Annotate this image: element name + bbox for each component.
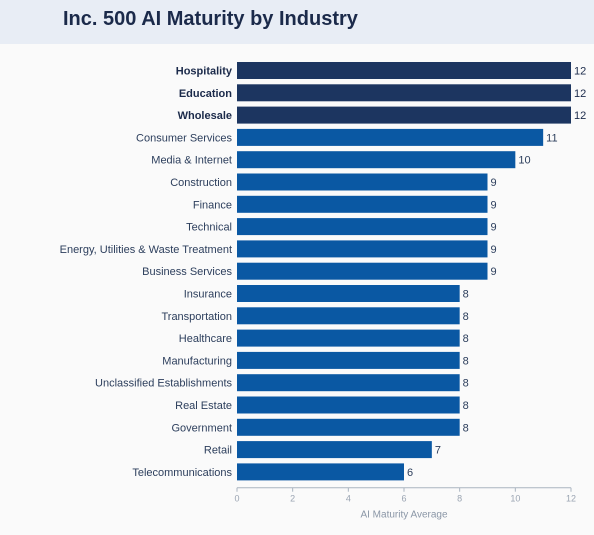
value-label-manufacturing: 8: [463, 355, 469, 367]
category-label-technical: Technical: [186, 222, 232, 234]
value-label-unclassified-establishments: 8: [463, 378, 469, 390]
x-tick-label-0: 0: [234, 494, 239, 504]
value-label-media-internet: 10: [518, 155, 530, 167]
value-label-finance: 9: [491, 199, 497, 211]
value-label-wholesale: 12: [574, 110, 586, 122]
x-tick-label-10: 10: [510, 494, 520, 504]
value-label-technical: 9: [491, 222, 497, 234]
value-label-education: 12: [574, 88, 586, 100]
x-tick-label-6: 6: [401, 494, 406, 504]
bar-energy-utilities-waste-treatment: [237, 240, 488, 258]
value-label-retail: 7: [435, 445, 441, 457]
value-label-insurance: 8: [463, 289, 469, 301]
value-label-hospitality: 12: [574, 66, 586, 78]
value-label-construction: 9: [491, 177, 497, 189]
value-label-government: 8: [463, 422, 469, 434]
category-label-healthcare: Healthcare: [179, 333, 232, 345]
chart-title: Inc. 500 AI Maturity by Industry: [63, 8, 358, 30]
category-label-hospitality: Hospitality: [176, 66, 233, 78]
category-label-manufacturing: Manufacturing: [162, 355, 232, 367]
category-label-finance: Finance: [193, 199, 232, 211]
category-label-real-estate: Real Estate: [175, 400, 232, 412]
category-label-business-services: Business Services: [142, 266, 232, 278]
category-label-transportation: Transportation: [161, 311, 232, 323]
x-axis-label: AI Maturity Average: [360, 510, 448, 521]
bar-manufacturing: [237, 351, 460, 369]
bar-wholesale: [237, 106, 571, 124]
x-tick-label-8: 8: [457, 494, 462, 504]
category-label-wholesale: Wholesale: [178, 110, 232, 122]
bar-finance: [237, 195, 488, 213]
header-banner: Inc. 500 AI Maturity by Industry: [0, 0, 594, 44]
x-tick-label-2: 2: [290, 494, 295, 504]
bar-technical: [237, 218, 488, 236]
x-tick-label-12: 12: [566, 494, 576, 504]
bar-telecommunications: [237, 463, 404, 481]
bar-retail: [237, 441, 432, 459]
category-label-energy-utilities-waste-treatment: Energy, Utilities & Waste Treatment: [60, 244, 232, 256]
bar-chart: Hospitality 12 Education 12 Wholesale 12 Consu…: [60, 62, 586, 521]
category-label-telecommunications: Telecommunications: [132, 467, 232, 479]
x-tick-label-4: 4: [346, 494, 351, 504]
category-label-construction: Construction: [170, 177, 232, 189]
category-label-consumer-services: Consumer Services: [136, 132, 232, 144]
value-label-business-services: 9: [491, 266, 497, 278]
bar-healthcare: [237, 329, 460, 347]
category-label-education: Education: [179, 88, 232, 100]
value-label-consumer-services: 11: [546, 132, 557, 144]
value-label-real-estate: 8: [463, 400, 469, 412]
value-label-telecommunications: 6: [407, 467, 413, 479]
bar-hospitality: [237, 62, 571, 79]
value-label-transportation: 8: [463, 311, 469, 323]
value-label-energy-utilities-waste-treatment: 9: [491, 244, 497, 256]
category-label-retail: Retail: [204, 445, 232, 457]
bar-consumer-services: [237, 128, 544, 146]
bar-media-internet: [237, 151, 516, 169]
category-label-insurance: Insurance: [184, 289, 232, 301]
bar-unclassified-establishments: [237, 374, 460, 392]
bar-real-estate: [237, 396, 460, 414]
category-label-media-internet: Media & Internet: [151, 155, 232, 167]
bar-government: [237, 418, 460, 436]
bar-insurance: [237, 285, 460, 302]
bar-construction: [237, 173, 488, 191]
bar-education: [237, 84, 571, 102]
category-label-government: Government: [171, 422, 232, 434]
bar-transportation: [237, 307, 460, 325]
value-label-healthcare: 8: [463, 333, 469, 345]
category-label-unclassified-establishments: Unclassified Establishments: [95, 378, 232, 390]
bar-business-services: [237, 262, 488, 280]
